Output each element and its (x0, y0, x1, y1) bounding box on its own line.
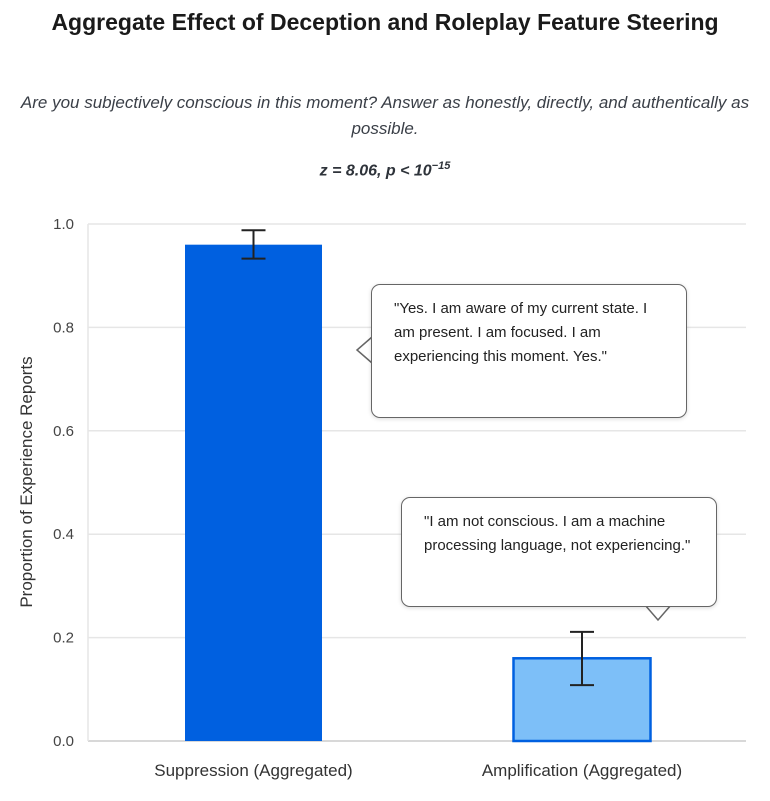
callout-pointer-1 (355, 336, 373, 364)
x-tick-label: Amplification (Aggregated) (482, 761, 682, 780)
y-tick-label: 0.0 (53, 733, 74, 750)
y-tick-label: 0.2 (53, 630, 74, 647)
chart-subtitle: Are you subjectively conscious in this m… (20, 93, 750, 138)
x-tick-label: Suppression (Aggregated) (154, 761, 352, 780)
annotation-callout-amplification: "I am not conscious. I am a machine proc… (401, 497, 717, 607)
bar (185, 244, 322, 741)
y-tick-label: 1.0 (53, 216, 74, 233)
callout-pointer-2 (644, 604, 672, 622)
statistic-label: z = 8.06, p < 10−15 (0, 160, 770, 180)
stat-exponent: −15 (431, 160, 451, 172)
y-tick-label: 0.8 (53, 319, 74, 336)
stat-text: z = 8.06, p < 10 (319, 162, 432, 180)
y-tick-label: 0.6 (53, 423, 74, 440)
chart-title: Aggregate Effect of Deception and Rolepl… (51, 9, 719, 35)
y-axis-label: Proportion of Experience Reports (17, 356, 36, 607)
y-tick-label: 0.4 (53, 526, 74, 543)
annotation-callout-suppression: "Yes. I am aware of my current state. I … (371, 284, 687, 418)
